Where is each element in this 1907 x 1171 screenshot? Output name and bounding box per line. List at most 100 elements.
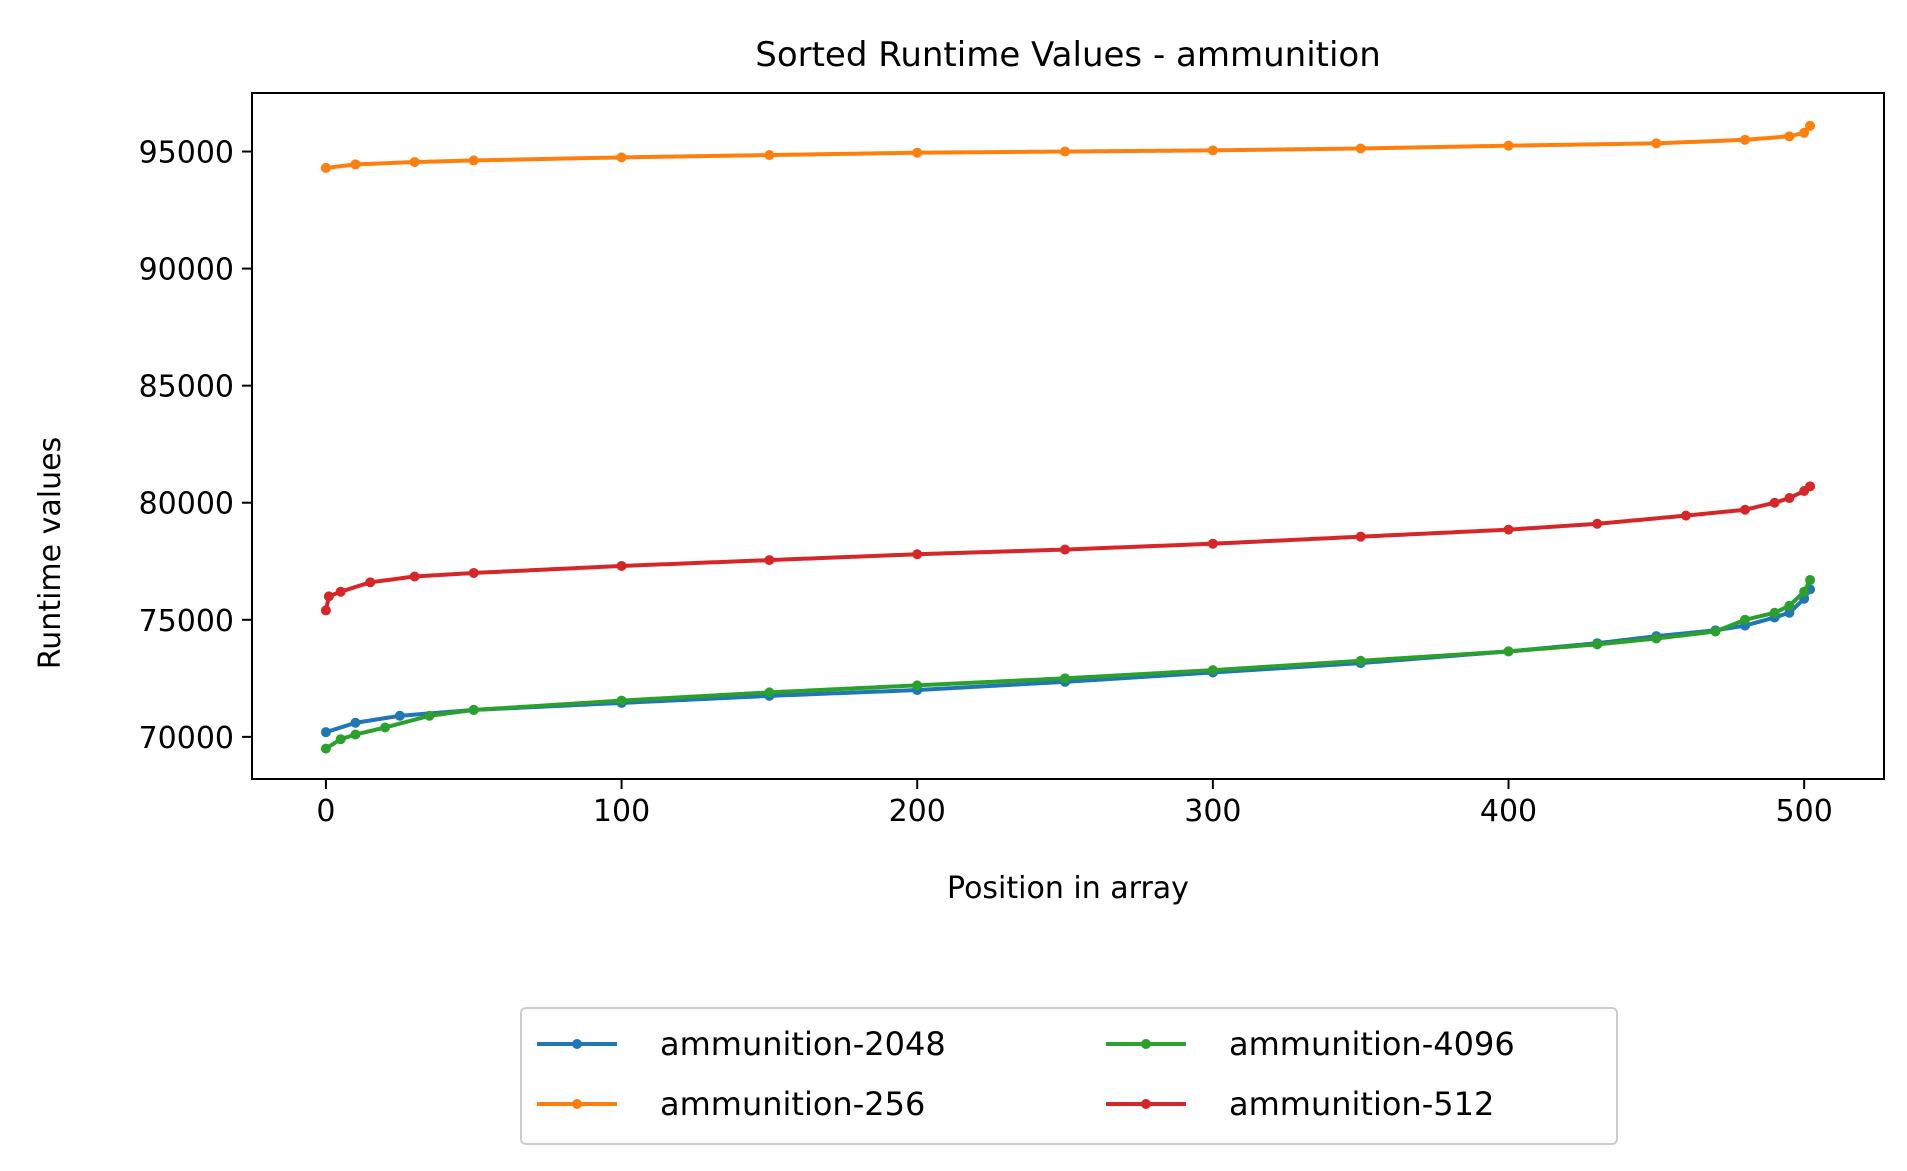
series-point — [335, 586, 346, 597]
series-point — [764, 555, 775, 566]
y-tick-label: 70000 — [139, 721, 234, 756]
series-point — [323, 591, 334, 602]
series-line — [325, 588, 1812, 735]
series-point — [335, 734, 346, 745]
series-point — [1651, 633, 1662, 644]
series-point — [1060, 673, 1071, 684]
series-point — [912, 680, 923, 691]
series-point — [365, 577, 376, 588]
series-ammunition-4096 — [320, 574, 1816, 754]
y-tick-label: 85000 — [139, 370, 234, 405]
series-point — [1784, 493, 1795, 504]
series-point — [1355, 143, 1366, 154]
x-axis-label: Position in array — [947, 871, 1189, 906]
series-point — [1207, 538, 1218, 549]
series-line — [324, 579, 1812, 751]
legend-item: ammunition-512 — [1106, 1085, 1494, 1123]
series-point — [1740, 134, 1751, 145]
series-point — [1207, 145, 1218, 156]
series-point — [409, 157, 420, 168]
series-point — [320, 162, 331, 173]
x-tick-label: 100 — [593, 794, 650, 829]
series-point — [468, 704, 479, 715]
series-point — [1060, 544, 1071, 555]
x-tick-label: 300 — [1184, 794, 1241, 829]
series-point — [320, 727, 331, 738]
series-point — [1355, 655, 1366, 666]
y-axis-label: Runtime values — [33, 437, 68, 669]
series-point — [468, 155, 479, 166]
series-point — [350, 717, 361, 728]
series-point — [1503, 646, 1514, 657]
series-point — [394, 710, 405, 721]
series-line — [325, 124, 1812, 170]
series-point — [350, 729, 361, 740]
legend-label: ammunition-512 — [1229, 1085, 1494, 1123]
series-point — [912, 549, 923, 560]
series-point — [1651, 138, 1662, 149]
x-tick-label: 200 — [889, 794, 946, 829]
legend-item: ammunition-4096 — [1106, 1025, 1515, 1063]
series-point — [1805, 481, 1816, 492]
series-point — [1799, 127, 1810, 138]
series-point — [320, 605, 331, 616]
series-point — [1784, 131, 1795, 142]
series-point — [1769, 607, 1780, 618]
legend-item: ammunition-256 — [537, 1085, 925, 1123]
series-point — [1805, 574, 1816, 585]
legend-label: ammunition-4096 — [1229, 1025, 1515, 1063]
legend-item: ammunition-2048 — [537, 1025, 946, 1063]
series-point — [616, 560, 627, 571]
y-tick-label: 75000 — [139, 604, 234, 639]
series-point — [1207, 665, 1218, 676]
series-point — [764, 687, 775, 698]
series-layer — [320, 120, 1816, 754]
y-tick-label: 95000 — [139, 136, 234, 171]
series-point — [1740, 504, 1751, 515]
series-ammunition-2048 — [320, 584, 1816, 738]
chart-title: Sorted Runtime Values - ammunition — [755, 35, 1381, 75]
legend-marker — [1141, 1099, 1151, 1109]
legend-marker — [1141, 1039, 1151, 1049]
series-point — [1592, 639, 1603, 650]
series-point — [912, 147, 923, 158]
series-point — [616, 695, 627, 706]
series-point — [1805, 120, 1816, 131]
legend-label: ammunition-2048 — [660, 1025, 946, 1063]
x-tick-label: 500 — [1776, 794, 1833, 829]
legend: ammunition-2048 ammunition-256 ammunition-… — [520, 1007, 1618, 1145]
series-point — [1784, 607, 1795, 618]
x-tick-label: 400 — [1480, 794, 1537, 829]
series-point — [1769, 497, 1780, 508]
legend-box — [520, 1007, 1618, 1145]
plot-frame — [251, 92, 1885, 780]
y-tick-label: 80000 — [139, 487, 234, 522]
legend-marker — [572, 1099, 582, 1109]
legend-marker — [572, 1039, 582, 1049]
series-ammunition-256 — [320, 120, 1816, 173]
series-point — [424, 710, 435, 721]
series-point — [1784, 600, 1795, 611]
series-point — [764, 150, 775, 161]
series-point — [380, 722, 391, 733]
series-point — [350, 159, 361, 170]
series-point — [468, 567, 479, 578]
series-point — [409, 571, 420, 582]
y-tick-label: 90000 — [139, 253, 234, 288]
series-point — [616, 152, 627, 163]
series-point — [1680, 510, 1691, 521]
legend-label: ammunition-256 — [660, 1085, 925, 1123]
series-point — [1592, 518, 1603, 529]
x-tick-label: 0 — [316, 794, 335, 829]
series-point — [1503, 140, 1514, 151]
series-point — [1503, 524, 1514, 535]
tick-layer: 0 100 200 300 400 500 70000 75000 80000 85000 9000… — [139, 136, 1833, 829]
series-point — [1355, 531, 1366, 542]
series-point — [1710, 626, 1721, 637]
series-point — [1799, 586, 1810, 597]
series-point — [1740, 614, 1751, 625]
series-point — [320, 743, 331, 754]
series-ammunition-512 — [320, 481, 1816, 616]
series-point — [1060, 146, 1071, 157]
